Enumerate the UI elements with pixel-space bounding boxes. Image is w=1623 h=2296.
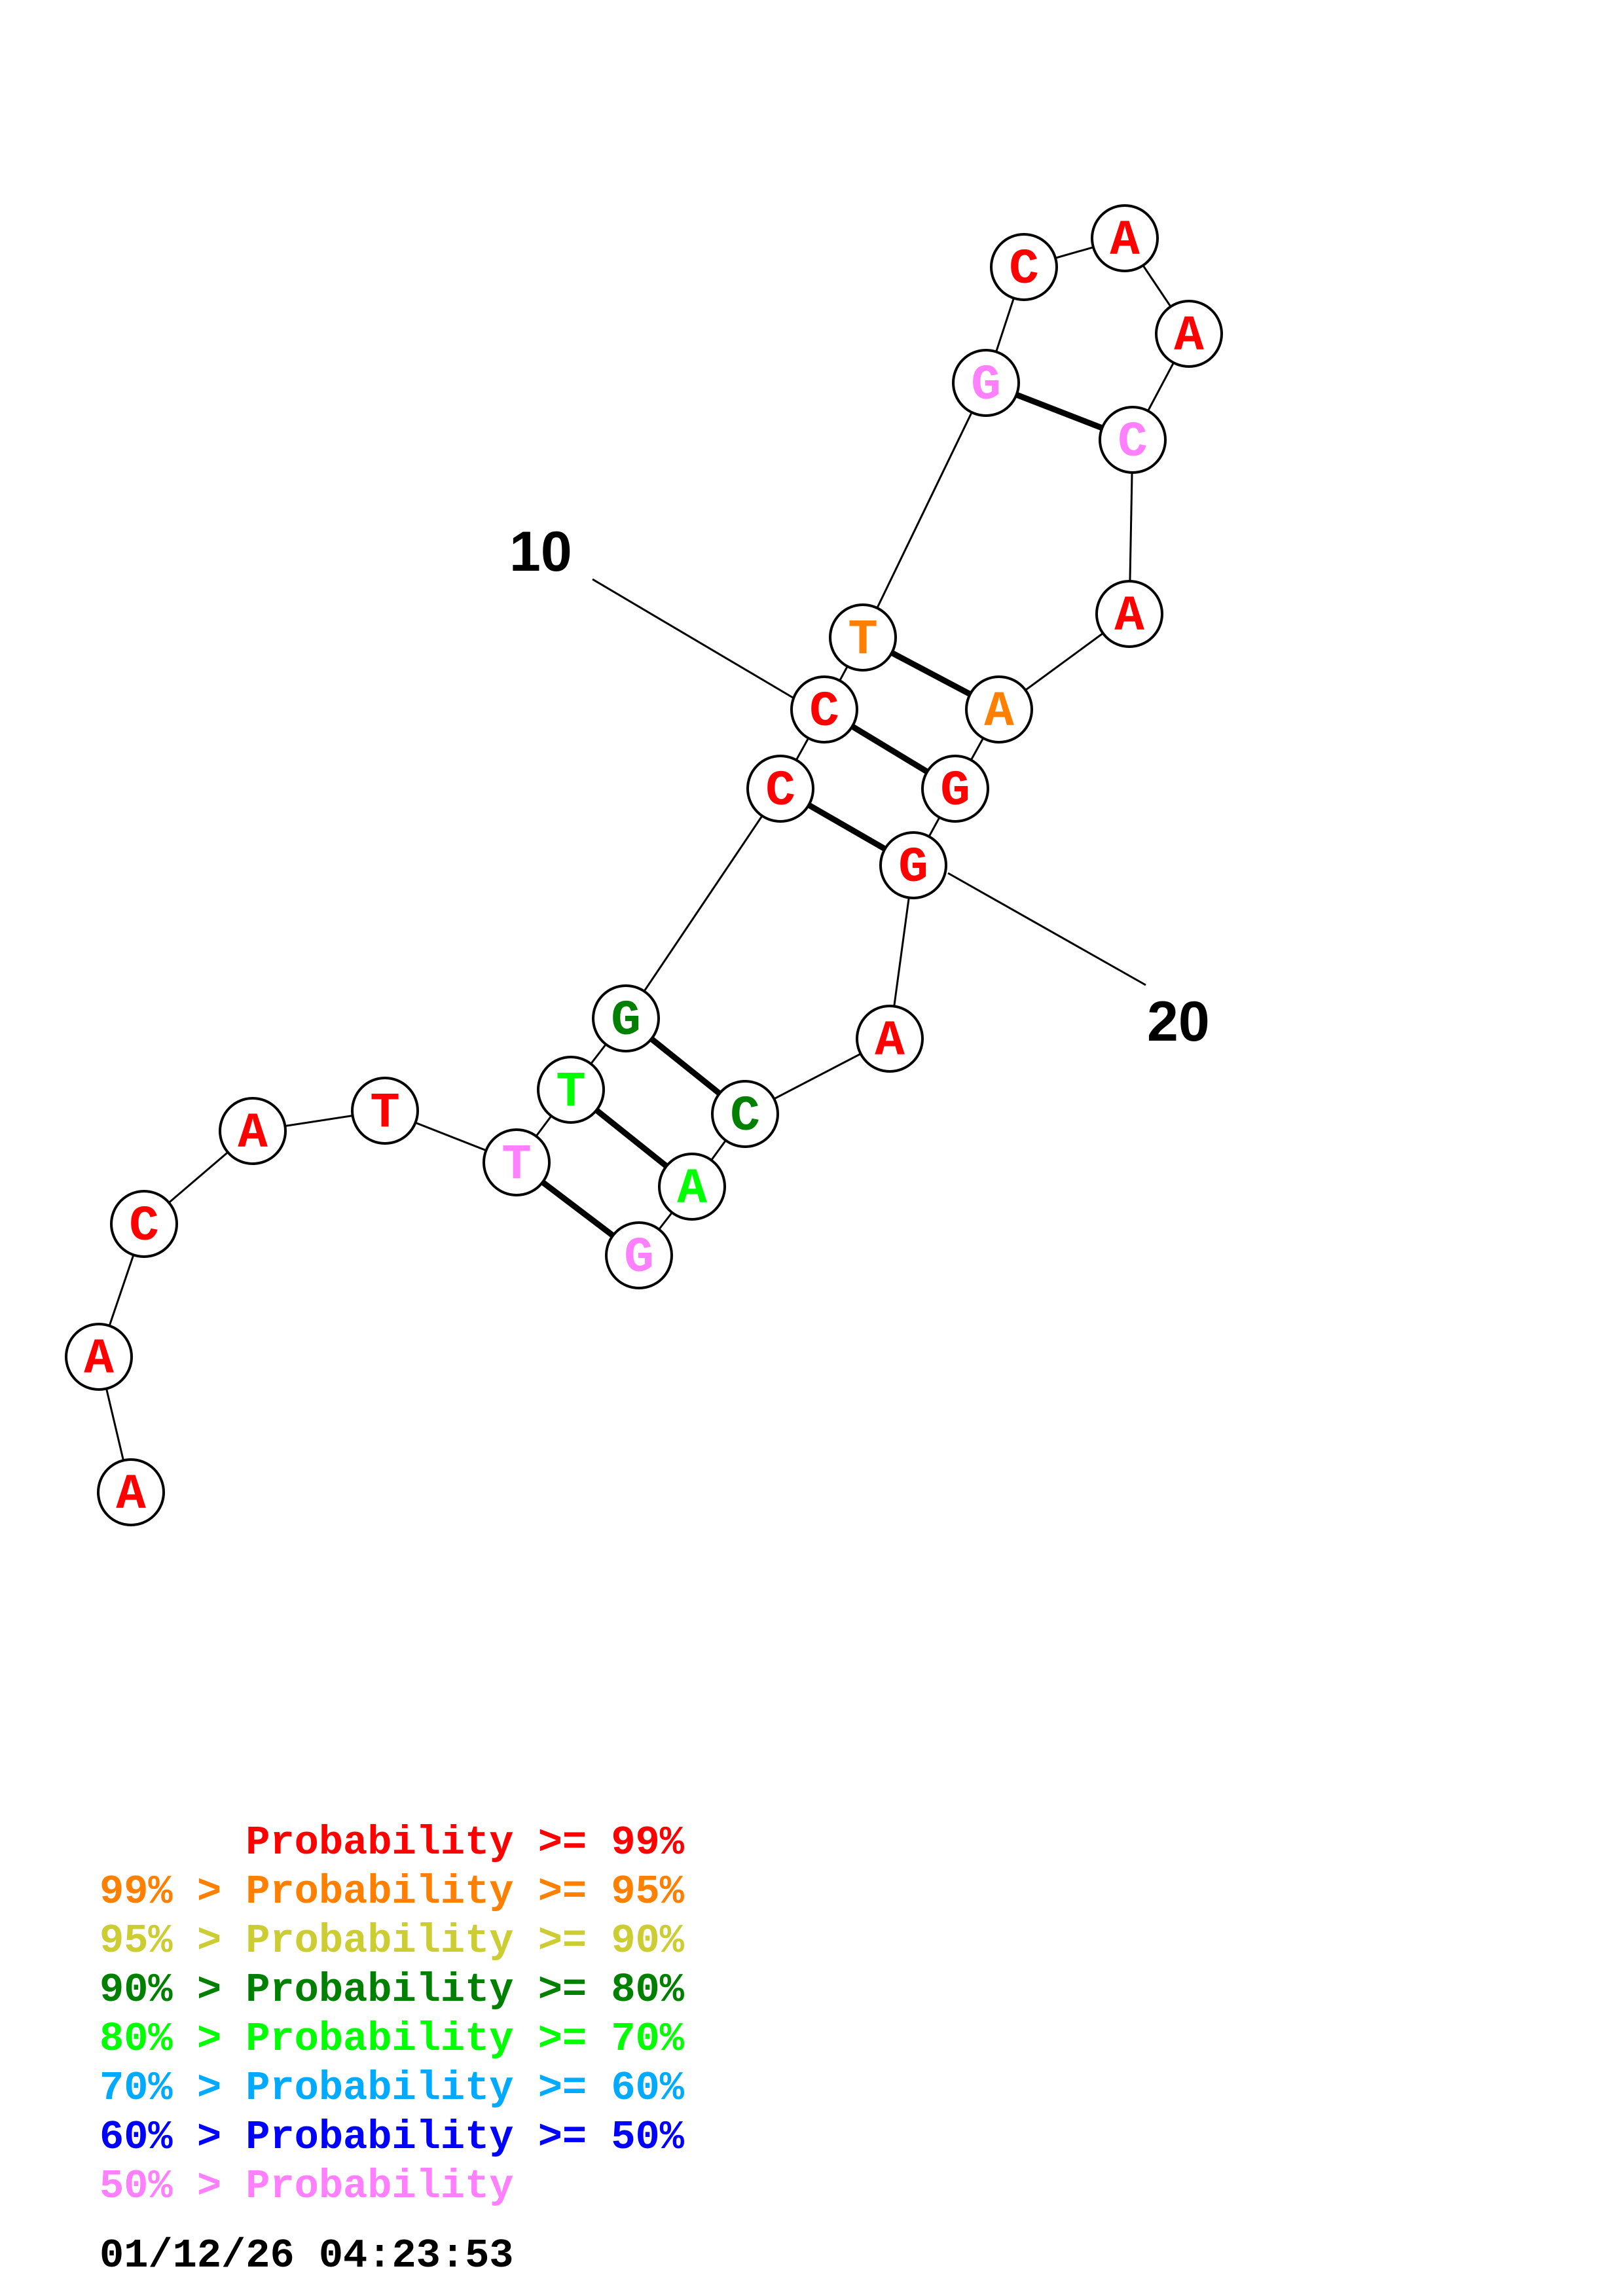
nucleotide-circle (1155, 300, 1223, 368)
position-label-20: 20 (1147, 990, 1210, 1053)
nucleotide-circle (537, 1056, 605, 1124)
nucleotide-letter: T (501, 1137, 532, 1193)
nucleotide-letter: C (730, 1088, 760, 1145)
nucleotide-circle (1095, 580, 1163, 648)
nucleotide-letter: C (129, 1198, 159, 1255)
nucleotide-node: C (110, 1190, 178, 1258)
nucleotide-node: A (856, 1005, 924, 1073)
nucleotide-node: C (790, 675, 858, 744)
nucleotide-node: G (952, 349, 1020, 417)
nucleotide-circle (990, 233, 1058, 301)
nucleotide-node: G (921, 755, 989, 823)
position-tick-10 (592, 578, 798, 702)
backbone-links (98, 237, 1190, 1493)
nucleotide-node: C (1099, 406, 1167, 474)
legend-entry-99: Probability >= 99% (100, 1820, 685, 1866)
legend-entry-90: 95% > Probability >= 90% (100, 1918, 685, 1964)
nucleotide-letter: G (971, 357, 1001, 414)
nucleotide-node: C (990, 233, 1058, 301)
nucleotide-circle (921, 755, 989, 823)
nucleotide-circle (1091, 204, 1159, 272)
nucleotide-letter: G (940, 763, 970, 819)
legend-entry-60: 70% > Probability >= 60% (100, 2065, 685, 2111)
legend-entry-80: 90% > Probability >= 80% (100, 1967, 685, 2013)
nucleotide-letter: C (1118, 414, 1148, 471)
position-ticks (592, 578, 1146, 986)
nucleotide-circle (351, 1077, 419, 1145)
legend-entry-below-50: 50% > Probability (100, 2163, 514, 2210)
nucleotide-node: A (965, 675, 1033, 744)
nucleotide-node: A (1095, 580, 1163, 648)
nucleotide-node: A (65, 1323, 133, 1391)
nucleotide-circle (746, 755, 814, 823)
legend-entry-95: 99% > Probability >= 95% (100, 1869, 685, 1915)
nucleotide-letter: A (84, 1331, 114, 1388)
nucleotide-circle (879, 831, 947, 899)
nucleotide-node: C (711, 1080, 779, 1148)
nucleotide-letter: G (611, 993, 641, 1049)
nucleotide-letter: T (848, 612, 878, 668)
position-tick-20 (947, 872, 1146, 986)
nucleotide-circle (97, 1458, 165, 1526)
nucleotide-node: G (605, 1221, 673, 1289)
nucleotide-node: G (879, 831, 947, 899)
nucleotide-node: A (658, 1153, 726, 1221)
nucleotide-letter: T (370, 1085, 400, 1141)
nucleotide-letter: A (1174, 308, 1204, 365)
nucleotide-letter: C (765, 763, 795, 819)
nucleotide-letter: A (116, 1467, 146, 1523)
nucleotide-node: A (1091, 204, 1159, 272)
backbone-link (625, 788, 782, 1019)
nucleotide-circle (219, 1097, 287, 1165)
nucleotide-node: T (537, 1056, 605, 1124)
nucleotide-letter: A (238, 1105, 268, 1162)
nucleotide-circle (658, 1153, 726, 1221)
nucleotide-node: G (592, 984, 660, 1052)
nucleotide-circle (790, 675, 858, 744)
base-pair-bonds (515, 380, 1134, 1258)
nucleotide-node: A (97, 1458, 165, 1526)
nucleotide-letter: C (809, 684, 839, 740)
nucleotide-circle (952, 349, 1020, 417)
nucleotide-letter: T (556, 1064, 586, 1121)
nucleotide-circle (829, 603, 897, 672)
nucleotide-node: A (1155, 300, 1223, 368)
nucleotide-circle (1099, 406, 1167, 474)
nucleotide-node: T (351, 1077, 419, 1145)
nucleotide-letter: G (898, 840, 928, 896)
nucleotide-circle (856, 1005, 924, 1073)
nucleotide-letter: C (1009, 242, 1039, 298)
nucleotide-node: T (829, 603, 897, 672)
nucleotide-node: A (219, 1097, 287, 1165)
nucleotide-circle (483, 1128, 551, 1196)
nucleotide-circle (110, 1190, 178, 1258)
nucleotide-letter: A (1110, 213, 1140, 269)
nucleotide-letter: G (624, 1230, 654, 1286)
nucleotide-node: C (746, 755, 814, 823)
backbone-link (862, 382, 987, 638)
nucleotide-letter: A (984, 684, 1014, 740)
nucleotide-circle (965, 675, 1033, 744)
probability-legend: Probability >= 99% 99% > Probability >= … (100, 1820, 685, 2210)
nucleotide-letter: A (677, 1161, 707, 1217)
timestamp: 01/12/26 04:23:53 (100, 2233, 514, 2279)
nucleotide-letter: A (875, 1013, 905, 1069)
nucleotide-circle (592, 984, 660, 1052)
legend-entry-70: 80% > Probability >= 70% (100, 2016, 685, 2062)
nucleotide-letter: A (1114, 588, 1144, 645)
nucleotide-circle (605, 1221, 673, 1289)
nucleotide-circle (65, 1323, 133, 1391)
nucleotide-node: T (483, 1128, 551, 1196)
legend-entry-50: 60% > Probability >= 50% (100, 2114, 685, 2161)
nucleotide-circle (711, 1080, 779, 1148)
position-label-10: 10 (509, 520, 572, 583)
